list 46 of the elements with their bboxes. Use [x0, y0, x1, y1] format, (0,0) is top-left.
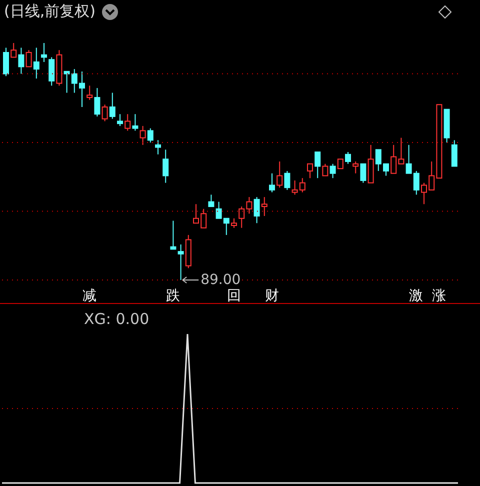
- candlestick: [337, 158, 344, 170]
- candlestick: [124, 114, 131, 132]
- candlestick: [284, 170, 290, 190]
- candlestick: [352, 161, 359, 174]
- candlestick: [41, 42, 47, 62]
- candlestick: [307, 163, 313, 179]
- chart-title: XG: 0.00: [84, 310, 150, 328]
- candlestick: [3, 47, 9, 77]
- candlestick: [10, 42, 17, 58]
- candlestick: [276, 161, 283, 188]
- candlestick: [451, 140, 458, 167]
- x-tick-label: 涨: [432, 288, 446, 304]
- x-tick-label: 激: [409, 288, 424, 304]
- candlestick: [86, 85, 93, 100]
- x-tick-label: 跌: [166, 288, 180, 304]
- candlestick: [155, 140, 161, 155]
- candlestick: [254, 196, 260, 224]
- candlestick: [269, 172, 275, 193]
- candlestick: [208, 194, 214, 208]
- x-tick-label: 回: [226, 288, 241, 304]
- candlestick: [94, 88, 100, 117]
- candlestick: [132, 114, 138, 132]
- candlestick: [147, 128, 154, 144]
- candlestick: [140, 125, 146, 146]
- candlestick: [322, 163, 328, 176]
- chart-title: (日线,前复权): [4, 2, 96, 21]
- candlestick: [33, 47, 40, 80]
- candlestick: [26, 50, 32, 68]
- candlestick: [330, 163, 336, 179]
- candlestick: [368, 144, 374, 184]
- candlestick: [18, 47, 24, 74]
- candlestick: [109, 92, 116, 120]
- x-tick-label: 财: [264, 288, 279, 304]
- candlestick: [162, 149, 169, 184]
- candlestick: [345, 152, 351, 164]
- candlestick: [102, 104, 108, 122]
- candlestick: [261, 196, 268, 217]
- candlestick: [231, 218, 237, 228]
- candlestick: [360, 163, 366, 184]
- candlestick: [178, 244, 184, 280]
- candlestick: [314, 152, 321, 179]
- candlestick: [117, 114, 123, 126]
- candlestick: [170, 220, 176, 250]
- annotation: 89.00: [200, 272, 241, 288]
- candlestick: [48, 56, 55, 86]
- x-tick-label: 减: [82, 288, 96, 304]
